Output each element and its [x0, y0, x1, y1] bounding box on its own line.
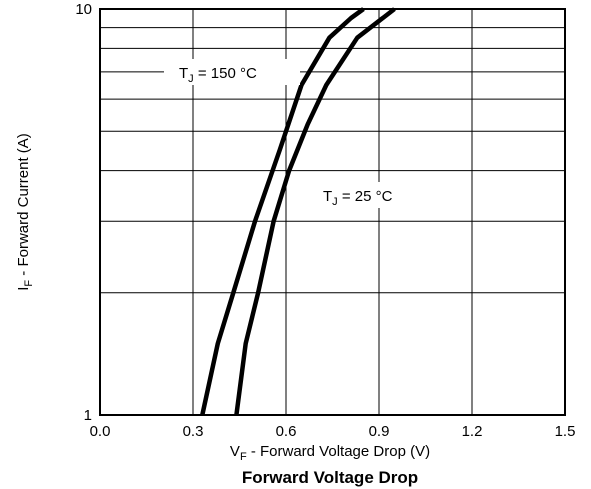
series-label-25c: TJ = 25 °C: [323, 188, 393, 208]
x-tick-label: 0.6: [276, 423, 297, 440]
series-lines: [200, 7, 396, 416]
series-label-150c: TJ = 150 °C: [179, 65, 257, 85]
y-axis-label: IF - Forward Current (A): [15, 133, 35, 291]
x-tick-label: 1.2: [462, 423, 483, 440]
y-tick-label: 10: [75, 1, 92, 18]
plot-frame: [99, 8, 566, 416]
series-line-0: [200, 7, 365, 416]
y-tick-label: 1: [84, 407, 92, 424]
chart-title: Forward Voltage Drop: [242, 468, 418, 487]
series-line-1: [234, 7, 396, 416]
x-tick-label: 0.3: [183, 423, 204, 440]
label-bg-150: [164, 59, 300, 85]
x-tick-label: 0.0: [90, 423, 111, 440]
x-axis-label: VF - Forward Voltage Drop (V): [230, 443, 430, 463]
tick-labels: 0.0 0.3 0.6 0.9 1.2 1.5 1 10: [75, 1, 575, 440]
x-tick-label: 1.5: [555, 423, 576, 440]
x-tick-label: 0.9: [369, 423, 390, 440]
label-bg-25: [314, 182, 432, 208]
